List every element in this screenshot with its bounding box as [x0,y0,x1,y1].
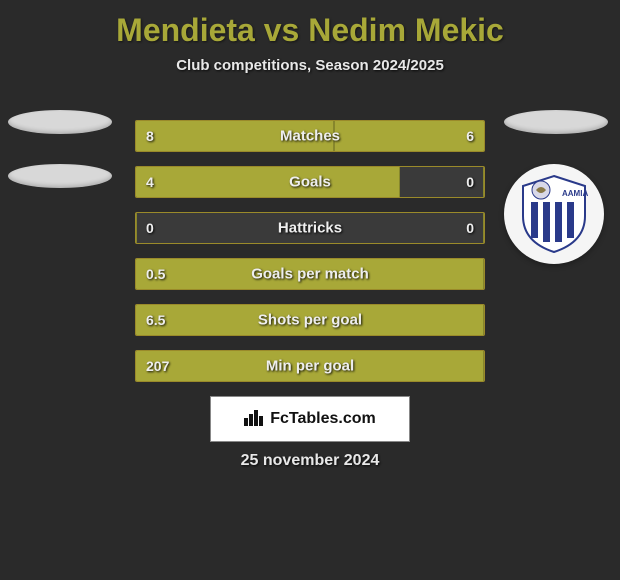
stat-label: Hattricks [278,220,342,237]
bar-fill-right [334,121,484,151]
stat-label: Shots per goal [258,312,362,329]
player-right-avatar: AAMIA [504,110,608,264]
avatar-placeholder-icon [504,110,608,134]
avatar-placeholder-icon [8,164,112,188]
bars-chart-icon [244,408,264,431]
stat-left-value: 8 [146,128,154,144]
stat-right-value: 6 [466,128,474,144]
comparison-title: Mendieta vs Nedim Mekic [0,0,620,49]
bar-fill-right [483,167,484,197]
snapshot-date: 25 november 2024 [241,452,380,470]
stat-right-value: 0 [466,220,474,236]
avatar-placeholder-icon [8,110,112,134]
stat-row: 8 Matches 6 [135,120,485,152]
stat-left-value: 6.5 [146,312,165,328]
stat-left-value: 0.5 [146,266,165,282]
stat-label: Goals per match [251,266,369,283]
svg-text:AAMIA: AAMIA [562,189,588,198]
stat-label: Matches [280,128,340,145]
bar-fill-right [483,213,484,243]
club-badge-icon: AAMIA [504,164,604,264]
fctables-logo: FcTables.com [210,396,410,442]
stat-row: 0 Hattricks 0 [135,212,485,244]
comparison-bars: 8 Matches 6 4 Goals 0 0 Hattricks 0 0.5 … [135,120,485,396]
bar-fill-right [483,259,484,289]
stat-label: Goals [289,174,331,191]
stat-left-value: 207 [146,358,169,374]
stat-left-value: 4 [146,174,154,190]
stat-row: 0.5 Goals per match [135,258,485,290]
bar-fill-left [136,167,400,197]
stat-right-value: 0 [466,174,474,190]
player-left-avatar [8,110,112,188]
stat-row: 6.5 Shots per goal [135,304,485,336]
stat-label: Min per goal [266,358,354,375]
stat-row: 207 Min per goal [135,350,485,382]
bar-fill-right [483,351,484,381]
stat-row: 4 Goals 0 [135,166,485,198]
bar-fill-left [136,213,137,243]
logo-text: FcTables.com [270,410,376,428]
stat-left-value: 0 [146,220,154,236]
bar-fill-right [483,305,484,335]
comparison-subtitle: Club competitions, Season 2024/2025 [0,57,620,74]
